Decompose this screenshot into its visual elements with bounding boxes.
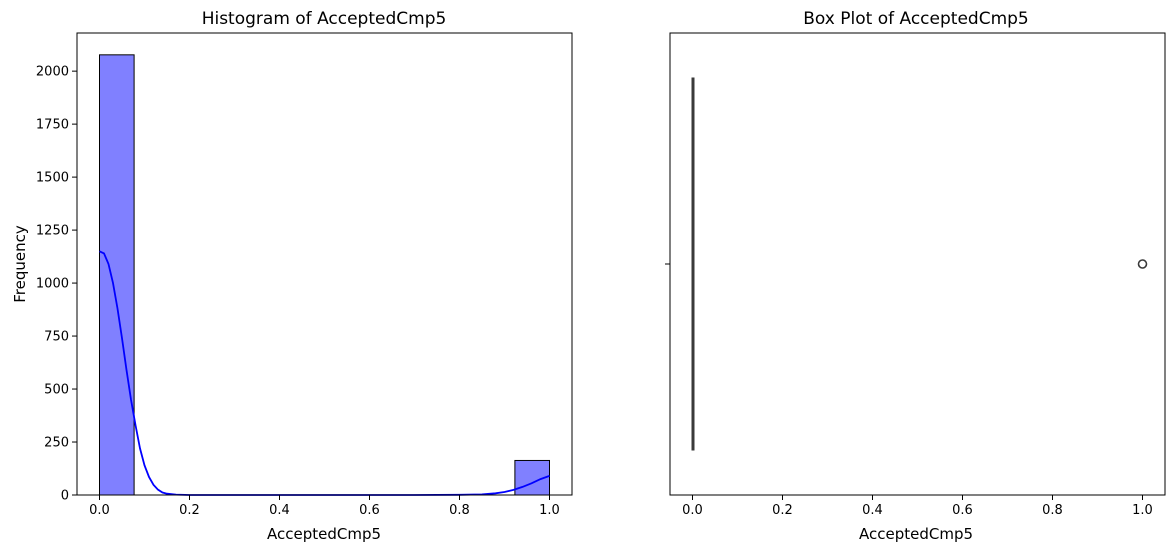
histogram-x-ticks: 0.0 0.2 0.4 0.6 0.8 1.0 <box>89 495 560 518</box>
x-tick-label: 1.0 <box>1132 503 1153 518</box>
y-tick-label: 750 <box>44 330 69 345</box>
y-tick-label: 500 <box>44 383 69 398</box>
histogram-y-label: Frequency <box>11 225 29 303</box>
y-tick-label: 1000 <box>36 277 69 292</box>
boxplot-x-ticks: 0.0 0.2 0.4 0.6 0.8 1.0 <box>682 495 1153 518</box>
x-tick-label: 0.0 <box>682 503 703 518</box>
boxplot-x-label: AcceptedCmp5 <box>859 525 973 543</box>
x-tick-label: 1.0 <box>539 503 560 518</box>
histogram-x-label: AcceptedCmp5 <box>267 525 381 543</box>
x-tick-label: 0.6 <box>952 503 973 518</box>
y-tick-label: 2000 <box>36 65 69 80</box>
x-tick-label: 0.2 <box>772 503 793 518</box>
x-tick-label: 0.2 <box>179 503 200 518</box>
boxplot-title: Box Plot of AcceptedCmp5 <box>803 9 1028 29</box>
histogram-bars <box>99 54 551 496</box>
y-tick-label: 1750 <box>36 118 69 133</box>
histogram-y-ticks: 0 250 500 750 1000 1250 1500 1750 2000 <box>36 65 77 504</box>
y-tick-label: 1500 <box>36 171 69 186</box>
x-tick-label: 0.4 <box>269 503 290 518</box>
y-tick-label: 250 <box>44 436 69 451</box>
y-tick-label: 1250 <box>36 224 69 239</box>
x-tick-label: 0.6 <box>359 503 380 518</box>
boxplot-panel: Box Plot of AcceptedCmp5 0.0 0.2 0.4 0.6 0.8… <box>665 9 1166 543</box>
boxplot-marks <box>691 77 1148 451</box>
x-tick-label: 0.8 <box>449 503 470 518</box>
histogram-panel: Histogram of AcceptedCmp5 0.0 0.2 0.4 0.6 0.… <box>11 9 573 543</box>
x-tick-label: 0.8 <box>1042 503 1063 518</box>
histogram-bar <box>99 54 135 496</box>
x-tick-label: 0.0 <box>89 503 110 518</box>
outlier-point <box>1137 259 1148 269</box>
y-tick-label: 0 <box>61 489 69 504</box>
x-tick-label: 0.4 <box>862 503 883 518</box>
kde-curve <box>99 250 550 496</box>
boxplot-axes-frame <box>669 32 1166 496</box>
histogram-axes-frame <box>76 32 573 496</box>
histogram-title: Histogram of AcceptedCmp5 <box>202 9 447 29</box>
